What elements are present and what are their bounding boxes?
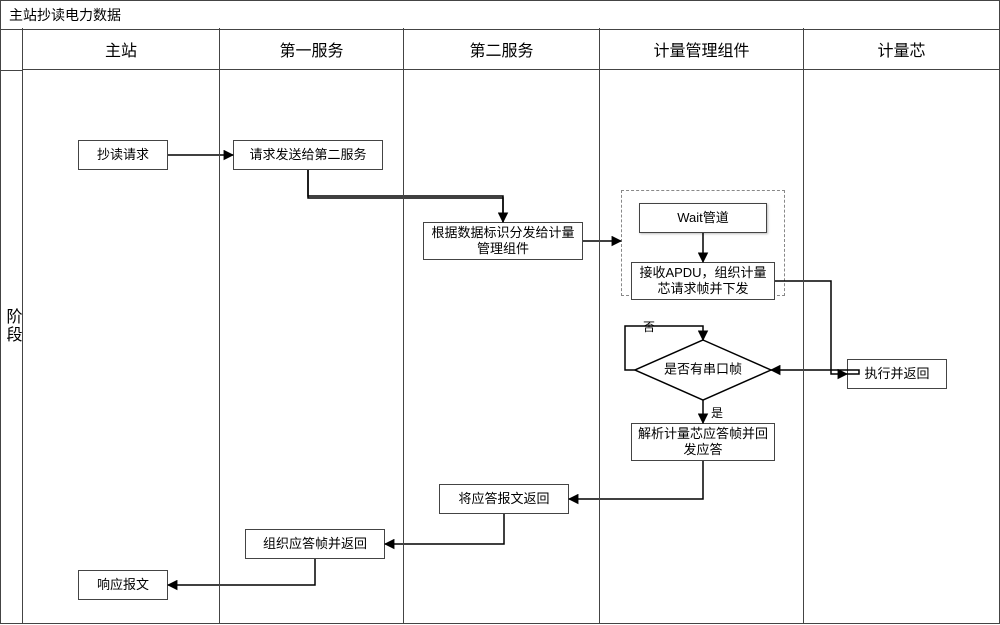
title-text: 主站抄读电力数据 bbox=[9, 7, 121, 23]
lanes-header: 主站 第一服务 第二服务 计量管理组件 计量芯 bbox=[23, 28, 999, 70]
phase-header-separator bbox=[1, 70, 22, 71]
phase-column: 阶段 bbox=[1, 28, 23, 623]
lane-separator bbox=[403, 70, 404, 623]
lane-header: 第一服务 bbox=[219, 28, 403, 69]
lane-header: 计量管理组件 bbox=[599, 28, 803, 69]
lanes-body: 抄读请求 请求发送给第二服务 根据数据标识分发给计量管理组件 Wait管道 接收… bbox=[23, 70, 999, 623]
lane-separator bbox=[219, 70, 220, 623]
diagram-title: 主站抄读电力数据 bbox=[1, 1, 999, 30]
connectors bbox=[23, 70, 999, 625]
phase-label: 阶段 bbox=[0, 308, 24, 344]
lane-header: 主站 bbox=[23, 28, 219, 69]
lane-label: 计量管理组件 bbox=[653, 37, 749, 61]
lane-label: 主站 bbox=[105, 37, 137, 61]
lane-header: 计量芯 bbox=[803, 28, 999, 69]
lane-header: 第二服务 bbox=[403, 28, 599, 69]
lane-label: 计量芯 bbox=[877, 37, 925, 61]
lane-separator bbox=[599, 70, 600, 623]
lane-separator bbox=[803, 70, 804, 623]
lane-label: 第一服务 bbox=[279, 37, 343, 61]
lane-label: 第二服务 bbox=[469, 37, 533, 61]
swimlane-frame: 主站抄读电力数据 阶段 主站 第一服务 第二服务 计量管理组件 计量芯 抄读请求 请求发… bbox=[0, 0, 1000, 624]
